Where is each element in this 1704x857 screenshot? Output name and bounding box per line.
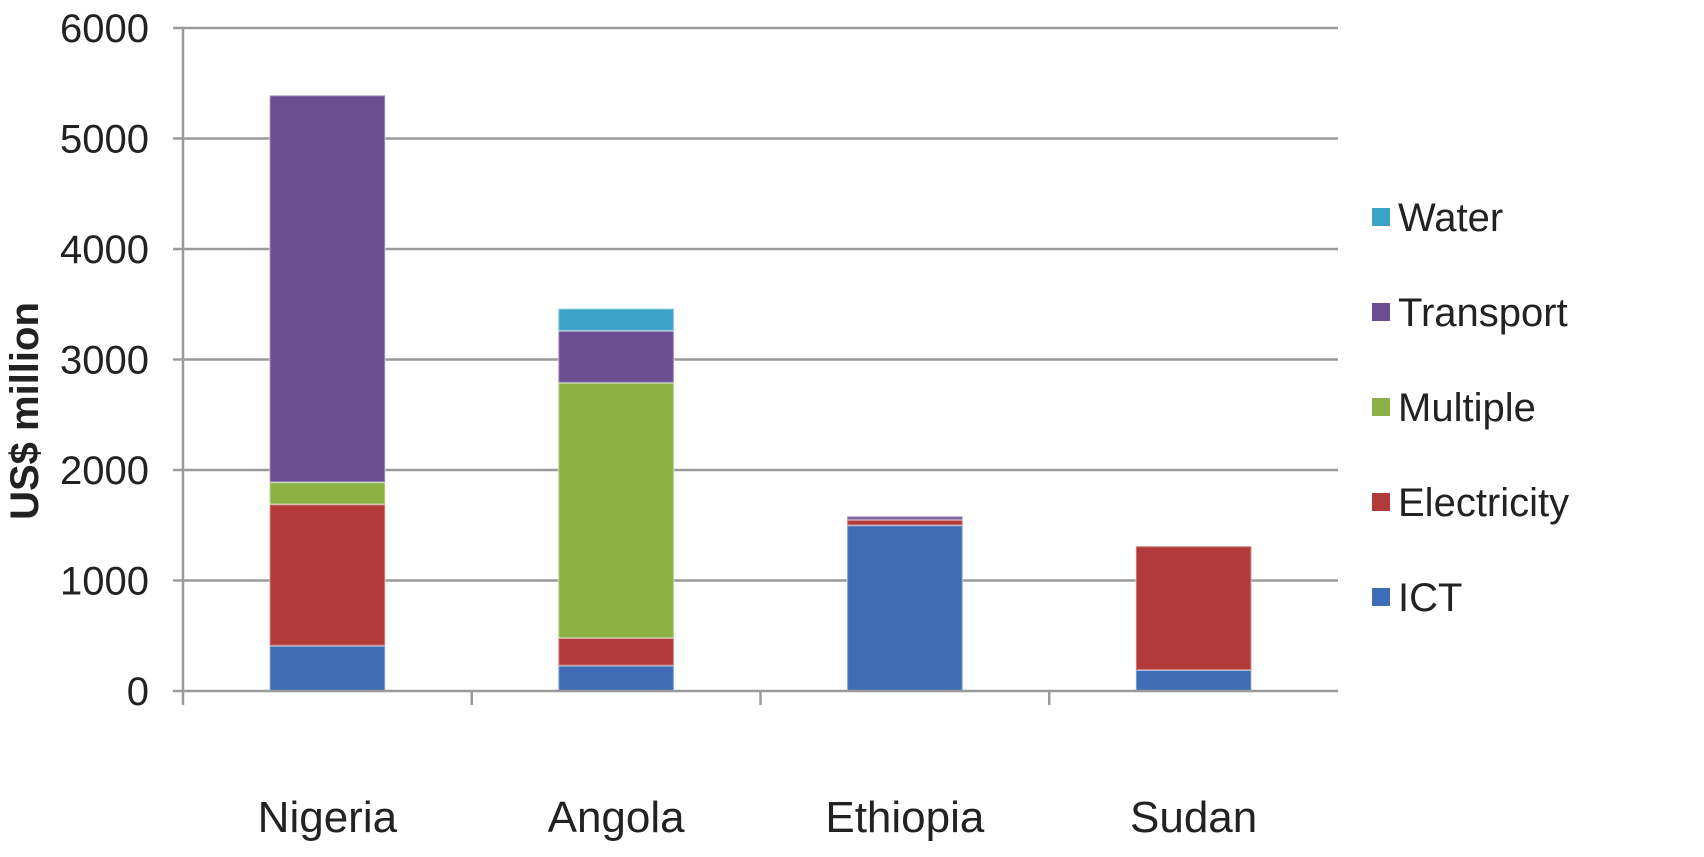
bar-segment-angola-multiple [557,381,675,639]
legend-label-multiple: Multiple [1398,386,1536,430]
legend-label-ict: ICT [1398,576,1462,620]
x-tick-label: Sudan [1130,793,1257,842]
x-tick-label: Ethiopia [825,793,985,842]
axes: 0 1000 2000 3000 4000 5000 6000 Nigeria Angola Et… [60,7,1338,842]
bar-segment-angola-ict [557,664,675,693]
bar-segment-sudan-ict [1134,669,1253,693]
y-tick-label: 0 [127,670,149,714]
bar-segment-ethiopia-ict [846,524,964,692]
legend-swatch-water [1372,208,1390,226]
x-tick-label: Angola [548,793,686,842]
bar-segment-ethiopia-transport [846,515,964,521]
legend-swatch-transport [1372,303,1390,321]
y-axis-title: US$ million [3,302,47,520]
bar-segment-sudan-electricity [1134,545,1253,672]
legend-label-water: Water [1398,196,1503,240]
legend-swatch-multiple [1372,398,1390,416]
bar-segment-nigeria-ict [268,644,387,693]
legend-label-electricity: Electricity [1398,481,1569,525]
bar-segment-angola-electricity [557,636,675,667]
y-tick-label: 2000 [60,449,149,493]
bar-segment-angola-water [557,307,675,332]
y-tick-label: 1000 [60,560,149,604]
bar-segment-nigeria-electricity [268,503,387,647]
x-tick-label: Nigeria [258,793,398,842]
y-tick-label: 3000 [60,339,149,383]
bar-segment-nigeria-multiple [268,481,387,506]
bars [268,94,1253,693]
legend-swatch-ict [1372,588,1390,606]
legend: Water Transport Multiple Electricity ICT [1372,196,1569,620]
bar-segment-nigeria-transport [268,94,387,484]
legend-swatch-electricity [1372,493,1390,511]
bar-segment-angola-transport [557,329,675,384]
y-tick-label: 5000 [60,118,149,162]
y-tick-label: 6000 [60,7,149,51]
legend-label-transport: Transport [1398,291,1568,335]
y-tick-label: 4000 [60,228,149,272]
